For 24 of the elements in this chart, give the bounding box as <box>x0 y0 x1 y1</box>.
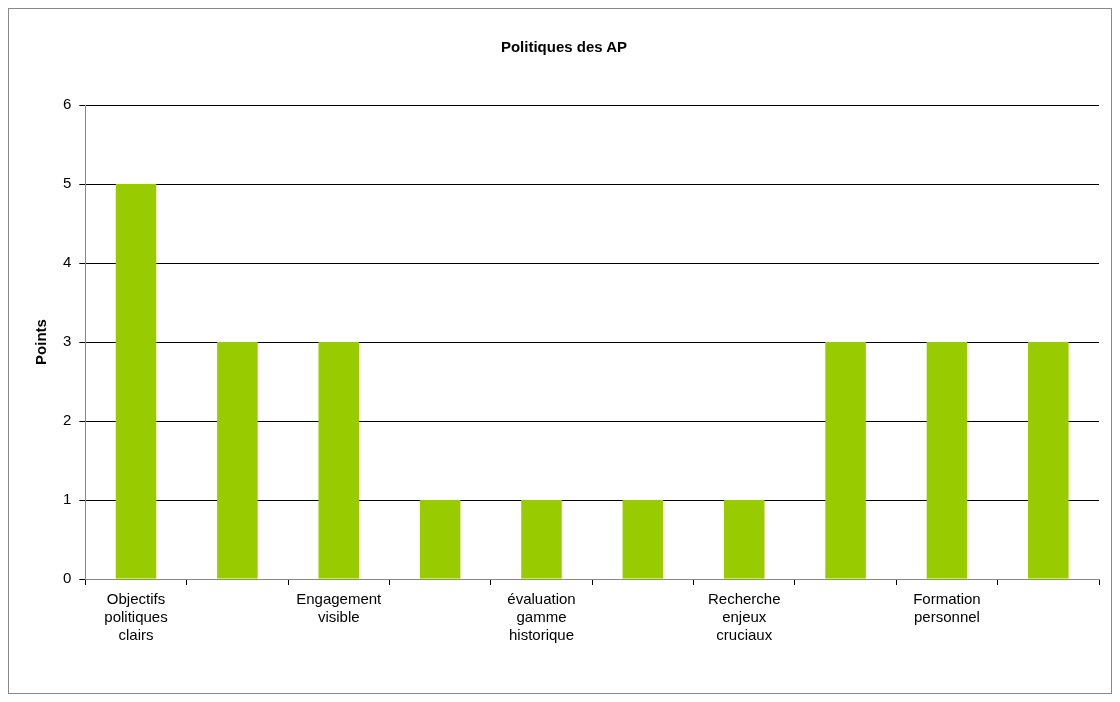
x-tick-label: Engagement visible <box>296 590 383 626</box>
y-tick-label: 1 <box>63 490 72 508</box>
bar <box>521 500 562 579</box>
bar <box>419 500 461 579</box>
bar <box>926 342 968 579</box>
bar <box>723 500 765 579</box>
y-tick-label: 0 <box>63 569 72 587</box>
bar <box>622 500 664 579</box>
x-tick-label: évaluation gamme historique <box>507 590 576 644</box>
y-tick-label: 2 <box>63 411 72 429</box>
bar <box>1028 342 1069 579</box>
bar <box>318 342 360 579</box>
y-axis-title: Points <box>32 319 50 365</box>
y-tick-label: 6 <box>63 95 72 113</box>
x-tick-label: Formation personnel <box>913 590 981 626</box>
x-tick-label: Objectifs politiques clairs <box>104 590 168 644</box>
chart-title: Politiques des AP <box>500 38 628 56</box>
bar <box>217 342 258 579</box>
y-tick-label: 4 <box>63 253 72 271</box>
y-tick-label: 5 <box>63 174 72 192</box>
y-tick-label: 3 <box>63 332 72 350</box>
x-tick-label: Recherche enjeux cruciaux <box>707 590 781 644</box>
bar <box>825 342 866 579</box>
bar <box>115 184 157 579</box>
